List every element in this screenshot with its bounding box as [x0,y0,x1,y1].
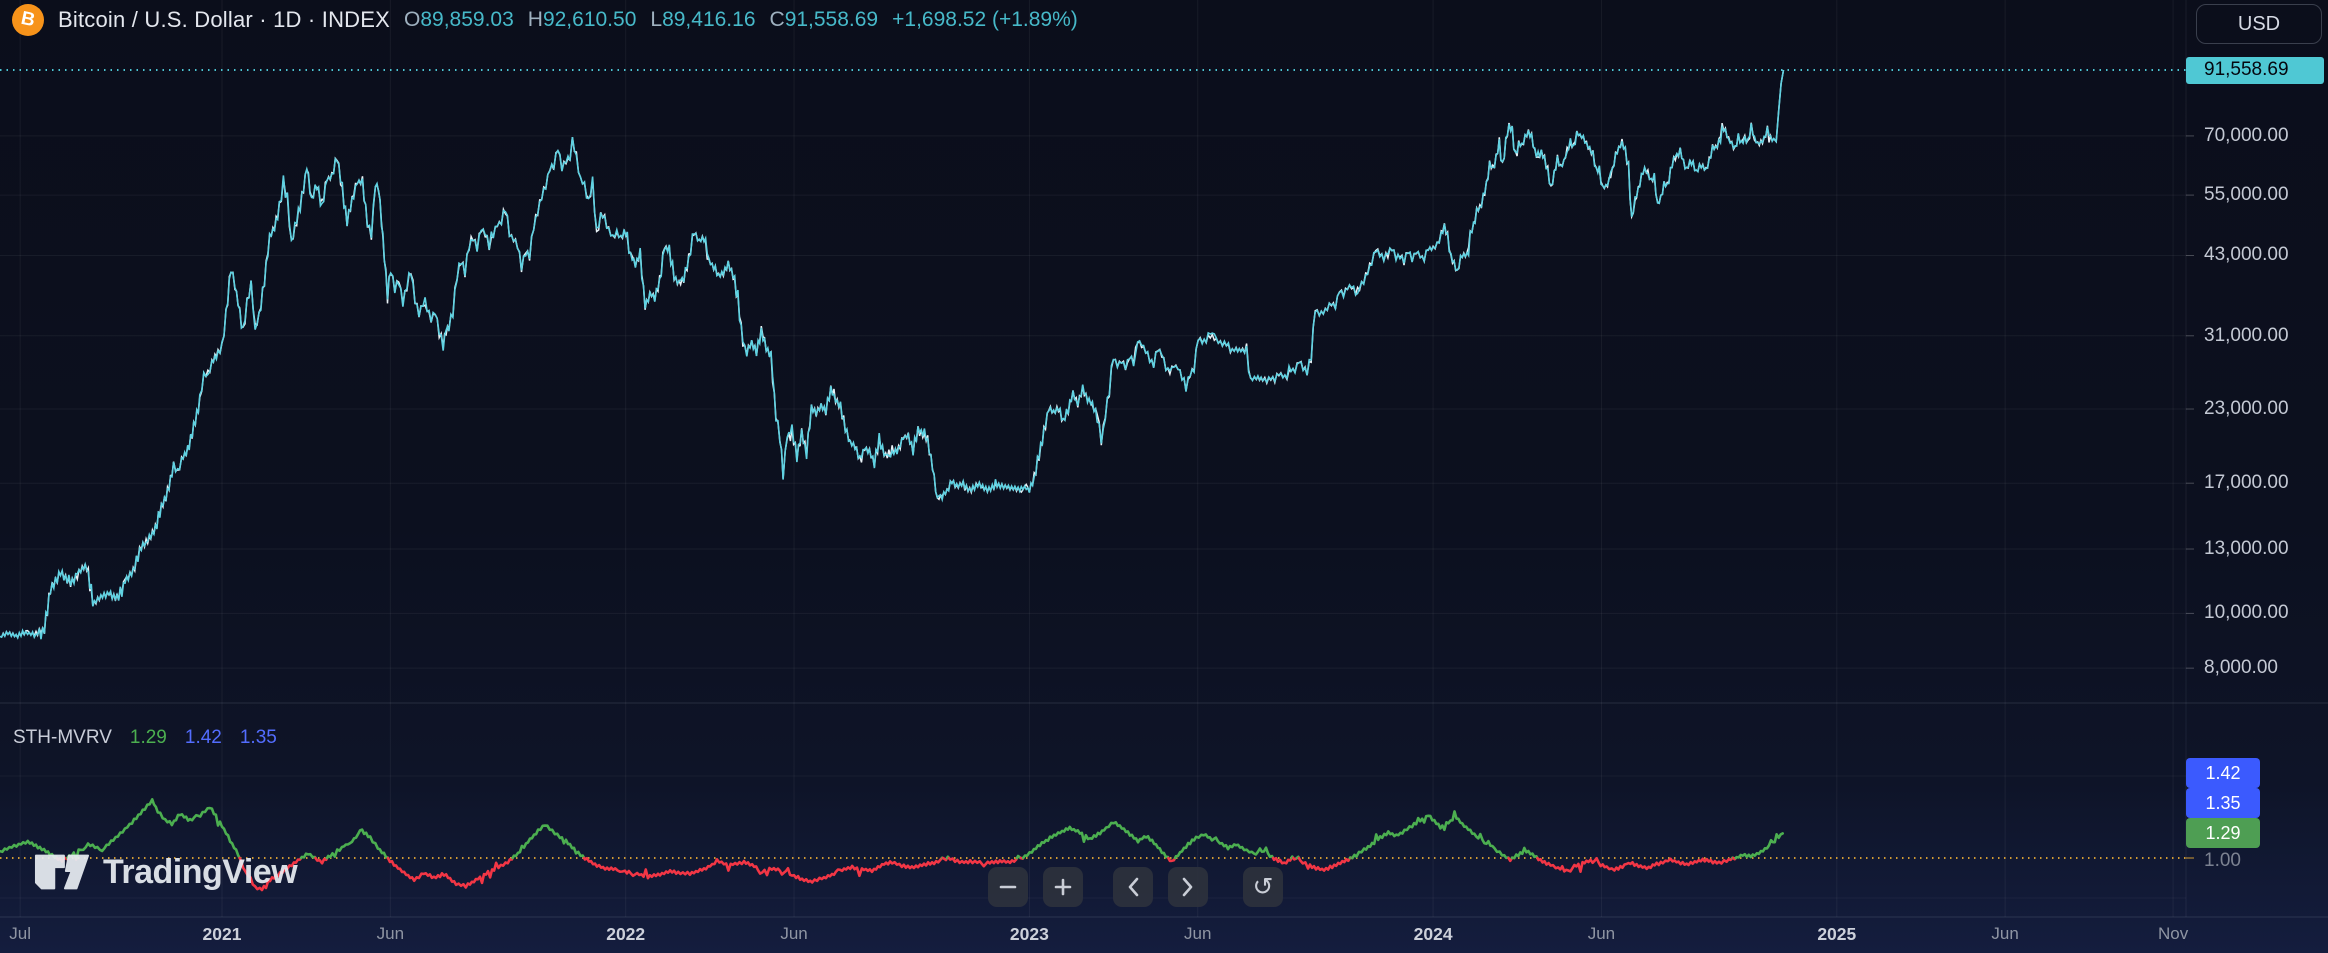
time-scale-label: Jul [9,924,32,943]
price-scale-label: 55,000.00 [2204,184,2289,206]
price-scale-label: 31,000.00 [2204,324,2289,346]
currency-button[interactable]: USD [2196,4,2322,44]
price-scale-label: 13,000.00 [2204,538,2289,560]
tradingview-watermark: TradingView [34,852,298,892]
scroll-left-button[interactable] [1113,867,1153,907]
close-label: C [769,8,785,31]
tradingview-watermark-text: TradingView [103,852,298,891]
time-scale-label: Jun [1184,924,1212,943]
symbol-legend[interactable]: B Bitcoin / U.S. Dollar · 1D · INDEX O89… [12,4,1078,36]
low-value: 89,416.16 [662,8,756,31]
indicator-value-lower: 1.35 [239,727,277,748]
price-scale-label: 10,000.00 [2204,602,2289,624]
ohlc-values: O89,859.03 H92,610.50 L89,416.16 C91,558… [404,8,1078,32]
price-scale-label: 8,000.00 [2204,657,2278,679]
price-scale-label: 70,000.00 [2204,124,2289,146]
scroll-right-button[interactable] [1168,867,1208,907]
indicator-badge-lower: 1.35 [2186,788,2260,819]
high-value: 92,610.50 [542,8,637,31]
tradingview-logo-icon [34,854,90,890]
zoom-in-button[interactable] [1043,867,1083,907]
gridlines [0,0,2186,917]
change-value: +1,698.52 (+1.89%) [892,8,1078,31]
price-scale-label: 17,000.00 [2204,472,2289,494]
price-series [0,69,1785,640]
symbol-title[interactable]: Bitcoin / U.S. Dollar · 1D · INDEX [58,7,390,32]
indicator-badge-upper: 1.42 [2186,758,2260,789]
plus-icon [1054,878,1072,896]
time-scale-label: 2024 [1413,924,1453,944]
zoom-out-button[interactable] [988,867,1028,907]
low-label: L [650,8,663,31]
chevron-right-icon [1182,877,1193,897]
time-scale-label: 2022 [606,924,646,944]
open-label: O [404,8,421,31]
price-scale-label: 23,000.00 [2204,398,2289,420]
reset-view-button[interactable]: ↺ [1243,867,1283,907]
minus-icon [999,885,1017,889]
time-scale-label: Jun [780,924,808,943]
indicator-level-label: 1.00 [2204,850,2241,871]
indicator-value-main: 1.29 [129,727,167,748]
time-scale-label: 2023 [1009,924,1049,944]
time-scale-label: Jun [376,924,405,943]
time-scale-label: Nov [2157,924,2189,943]
indicator-badge-main: 1.29 [2186,818,2260,849]
indicator-name[interactable]: STH-MVRV [13,727,112,748]
time-scale-label: 2025 [1817,924,1857,944]
time-scale-label: 2021 [202,924,242,944]
reset-icon: ↺ [1252,872,1274,901]
close-value: 91,558.69 [784,8,879,31]
indicator-legend[interactable]: STH-MVRV 1.29 1.42 1.35 [13,727,277,749]
high-label: H [527,8,543,31]
open-value: 89,859.03 [420,8,514,31]
time-scale-label: Jun [1587,924,1616,943]
price-scale-label: 43,000.00 [2204,244,2289,266]
last-price-badge: 91,558.69 [2186,56,2324,84]
chevron-left-icon [1128,877,1139,897]
indicator-value-upper: 1.42 [184,727,222,748]
bitcoin-icon: B [12,4,44,36]
time-scale-label: Jun [1991,924,2019,943]
